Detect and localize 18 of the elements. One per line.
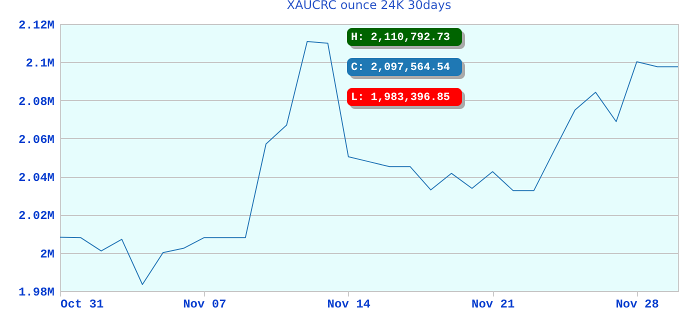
y-tick-label: 2.02M xyxy=(18,209,54,224)
line-series xyxy=(60,41,678,286)
y-tick-label: 2.08M xyxy=(18,94,54,109)
x-tick-label: Nov 21 xyxy=(471,298,515,312)
x-tick-label: Nov 14 xyxy=(327,298,371,312)
x-tick-label: Nov 07 xyxy=(183,298,226,312)
annotation: L: 1,983,396.85 xyxy=(351,92,450,104)
y-tick-label: 2M xyxy=(40,247,54,262)
y-tick-label: 2.06M xyxy=(18,132,54,147)
x-tick-label: Nov 28 xyxy=(616,298,659,312)
y-tick-label: 2.04M xyxy=(18,171,54,186)
chart-title: XAUCRC ounce 24K 30days xyxy=(286,0,452,12)
y-tick-label: 1.98M xyxy=(18,286,54,300)
annotation: H: 2,110,792.73 xyxy=(351,32,450,44)
y-tick-label: 2.12M xyxy=(18,18,54,32)
annotation: C: 2,097,564.54 xyxy=(351,62,450,74)
x-tick-label: Oct 31 xyxy=(60,298,104,312)
y-tick-label: 2.1M xyxy=(26,56,54,71)
